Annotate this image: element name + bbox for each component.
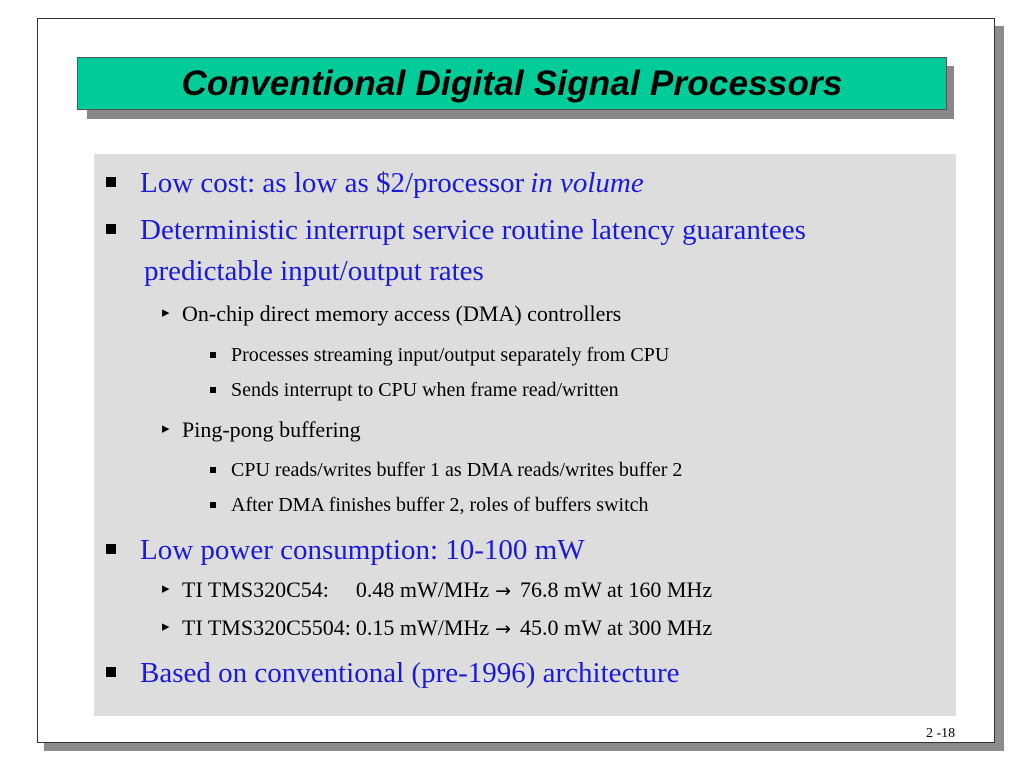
power-rate: 0.48 mW/MHz [355, 577, 490, 602]
sub-sub-bullet: CPU reads/writes buffer 1 as DMA reads/w… [210, 457, 682, 483]
triangle-bullet-icon: ▸ [162, 581, 170, 597]
small-square-bullet-icon [210, 502, 216, 508]
slide-title: Conventional Digital Signal Processors [181, 63, 843, 103]
bullet-text-line1: Deterministic interrupt service routine … [140, 214, 806, 246]
sub-bullet-c54: ▸ TI TMS320C54: 0.48 mW/MHz → 76.8 mW at… [162, 576, 712, 607]
bullet-low-cost: Low cost: as low as $2/processor in volu… [106, 164, 644, 202]
triangle-bullet-icon: ▸ [162, 421, 170, 437]
sub-sub-bullet-text: Sends interrupt to CPU when frame read/w… [231, 379, 619, 401]
bullet-deterministic-continued: predictable input/output rates [144, 252, 484, 290]
content-panel [94, 154, 956, 716]
title-box: Conventional Digital Signal Processors [77, 57, 947, 110]
sub-sub-bullet: Processes streaming input/output separat… [210, 342, 669, 368]
bullet-low-power: Low power consumption: 10-100 mW [106, 531, 585, 569]
bullet-text-line2: predictable input/output rates [144, 255, 484, 287]
bullet-text: Based on conventional (pre-1996) archite… [140, 657, 680, 689]
sub-bullet-c5504: ▸ TI TMS320C5504: 0.15 mW/MHz → 45.0 mW … [162, 614, 712, 645]
bullet-text: Low power consumption: 10-100 mW [140, 534, 585, 566]
triangle-bullet-icon: ▸ [162, 305, 170, 321]
square-bullet-icon [106, 177, 116, 187]
arrow-right-icon: → [495, 580, 512, 602]
sub-sub-bullet-text: CPU reads/writes buffer 1 as DMA reads/w… [231, 459, 683, 481]
sub-bullet-ping-pong: ▸ Ping-pong buffering [162, 416, 361, 447]
square-bullet-icon [106, 667, 116, 677]
bullet-emphasis: in volume [530, 167, 644, 199]
square-bullet-icon [106, 224, 116, 234]
sub-sub-bullet: Sends interrupt to CPU when frame read/w… [210, 377, 619, 403]
sub-bullet-dma: ▸ On-chip direct memory access (DMA) con… [162, 300, 621, 331]
sub-sub-bullet-text: Processes streaming input/output separat… [231, 344, 670, 366]
sub-sub-bullet: After DMA finishes buffer 2, roles of bu… [210, 492, 649, 518]
triangle-bullet-icon: ▸ [162, 619, 170, 635]
bullet-deterministic: Deterministic interrupt service routine … [106, 211, 806, 249]
bullet-architecture: Based on conventional (pre-1996) archite… [106, 654, 680, 692]
sub-bullet-text: Ping-pong buffering [182, 417, 361, 442]
power-result: 45.0 mW at 300 MHz [520, 615, 713, 640]
sub-sub-bullet-text: After DMA finishes buffer 2, roles of bu… [231, 494, 649, 516]
small-square-bullet-icon [210, 387, 216, 393]
small-square-bullet-icon [210, 352, 216, 358]
sub-bullet-text: On-chip direct memory access (DMA) contr… [182, 301, 622, 326]
power-result: 76.8 mW at 160 MHz [520, 577, 713, 602]
page-number: 2 -18 [926, 726, 956, 741]
small-square-bullet-icon [210, 467, 216, 473]
bullet-text: Low cost: as low as $2/processor [140, 167, 525, 199]
chip-name: TI TMS320C5504: [182, 615, 351, 640]
chip-name: TI TMS320C54: [182, 577, 329, 602]
square-bullet-icon [106, 544, 116, 554]
arrow-right-icon: → [495, 618, 512, 640]
power-rate: 0.15 mW/MHz [355, 615, 490, 640]
